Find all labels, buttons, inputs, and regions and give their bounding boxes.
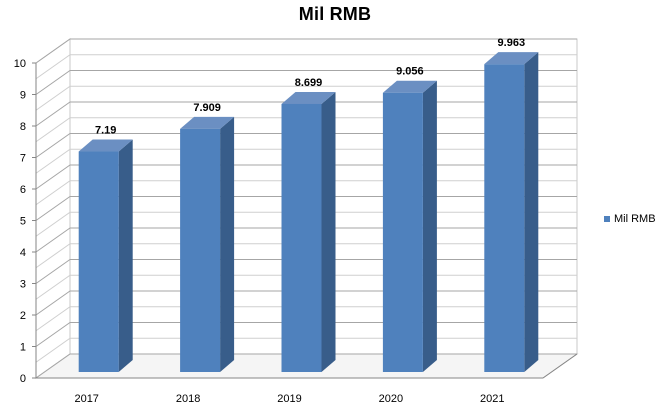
y-tick-label: 4: [20, 247, 26, 259]
legend-swatch: [604, 216, 610, 222]
bar-top: [78, 139, 133, 152]
data-label: 7.909: [193, 102, 221, 114]
y-tick-label: 7: [20, 153, 26, 165]
y-tick-label: 2: [20, 310, 26, 322]
x-tick-label: 2017: [74, 393, 98, 405]
bar-side: [118, 139, 133, 372]
y-tick-label: 1: [20, 342, 26, 354]
gridline-major: [35, 38, 577, 64]
gridline-major: [35, 70, 577, 95]
data-label: 8.699: [295, 77, 323, 89]
bar-side: [524, 52, 539, 373]
bar-front: [484, 64, 525, 372]
bar-top: [382, 80, 437, 93]
y-tick-labels: 0 1 2 3 4 5 6 7 8 9 10: [14, 58, 26, 385]
x-tick-label: 2018: [176, 393, 200, 405]
data-label: 9.963: [498, 37, 526, 49]
legend-label: Mil RMB: [614, 213, 656, 225]
bar-2019: [281, 91, 336, 372]
bar-side: [422, 80, 437, 373]
bar-top: [281, 91, 336, 104]
x-tick-labels: 2017 2018 2019 2020 2021: [74, 393, 504, 405]
legend: Mil RMB: [604, 213, 656, 225]
data-label: 7.19: [95, 125, 116, 137]
bar-front: [78, 151, 119, 372]
bar-side: [321, 91, 336, 372]
data-labels: 7.19 7.909 8.699 9.056 9.963: [95, 37, 525, 136]
bar-front: [382, 92, 423, 373]
y-tick-label: 8: [20, 121, 26, 133]
y-tick-label: 0: [20, 373, 26, 385]
y-tick-label: 5: [20, 216, 26, 228]
chart-title: Mil RMB: [298, 4, 372, 24]
bar-side: [220, 116, 235, 372]
floor-edge: [542, 353, 578, 379]
y-tick-label: 10: [14, 58, 26, 70]
bar-top: [180, 116, 235, 129]
x-tick-label: 2020: [379, 393, 403, 405]
bar-2020: [382, 80, 437, 373]
x-tick-label: 2021: [480, 393, 504, 405]
bar-2017: [78, 139, 133, 372]
bar-2021: [484, 52, 539, 373]
bar-top: [484, 52, 539, 65]
y-tick-label: 9: [20, 90, 26, 102]
x-tick-label: 2019: [277, 393, 301, 405]
gridline-minor: [35, 54, 577, 80]
bar-front: [180, 128, 221, 372]
y-tick-label: 6: [20, 184, 26, 196]
y-tick-label: 3: [20, 279, 26, 291]
data-label: 9.056: [396, 66, 424, 78]
bar-front: [281, 103, 322, 372]
bars: [78, 52, 539, 373]
axes: [32, 62, 578, 379]
bar-2018: [180, 116, 235, 372]
